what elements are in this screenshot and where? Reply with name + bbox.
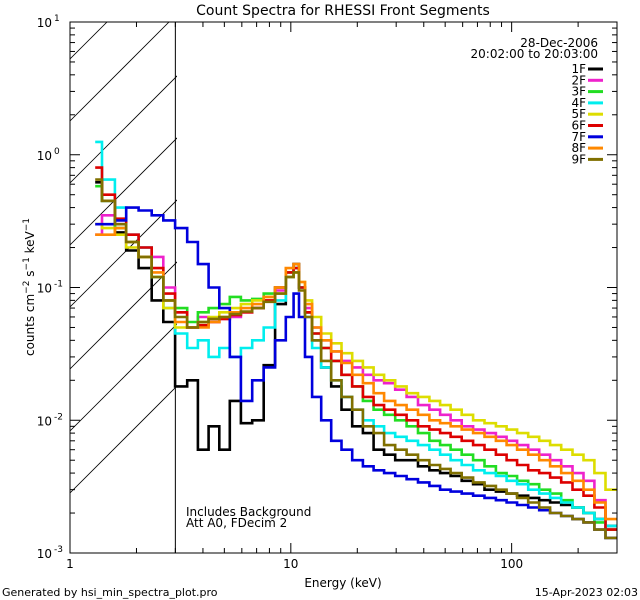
x-axis-label: Energy (keV) bbox=[304, 576, 381, 590]
series-7F bbox=[95, 206, 617, 540]
series-8F bbox=[95, 226, 617, 521]
x-tick-label: 10 bbox=[283, 557, 298, 571]
legend-label-8F: 8F bbox=[571, 141, 586, 155]
legend-label-6F: 6F bbox=[571, 119, 586, 133]
y-tick-exponent: -3 bbox=[54, 545, 63, 555]
y-tick-label: 10 bbox=[37, 16, 52, 30]
observation-date: 28-Dec-2006 bbox=[520, 36, 598, 50]
hatch-line bbox=[70, 199, 177, 308]
chart-title: Count Spectra for RHESSI Front Segments bbox=[196, 3, 490, 19]
y-tick-label: 10 bbox=[37, 547, 52, 561]
hatch-line bbox=[70, 261, 177, 370]
legend-label-2F: 2F bbox=[571, 73, 586, 87]
series-2F bbox=[95, 214, 617, 531]
observation-time-range: 20:02:00 to 20:03:00 bbox=[471, 47, 598, 61]
y-tick-label: 10 bbox=[37, 149, 52, 163]
x-tick-label: 1 bbox=[66, 557, 74, 571]
y-tick-exponent: 1 bbox=[54, 14, 60, 24]
y-tick-exponent: 0 bbox=[54, 147, 60, 157]
hatch-line bbox=[70, 75, 177, 184]
hatch-line bbox=[70, 323, 177, 432]
y-tick-label: 10 bbox=[37, 414, 52, 428]
annotation-attenuator: Att A0, FDecim 2 bbox=[186, 516, 287, 530]
hatch-line bbox=[70, 22, 170, 122]
series-1F bbox=[95, 181, 617, 528]
x-tick-label: 100 bbox=[500, 557, 523, 571]
series-3F bbox=[95, 184, 617, 531]
legend-label-5F: 5F bbox=[571, 107, 586, 121]
y-tick-exponent: -2 bbox=[54, 412, 63, 422]
series-6F bbox=[95, 166, 617, 531]
legend-label-9F: 9F bbox=[571, 152, 586, 166]
annotation-background: Includes Background bbox=[186, 505, 311, 519]
series-4F bbox=[95, 140, 617, 528]
y-tick-exponent: -1 bbox=[54, 280, 63, 290]
footer-generated-by: Generated by hsi_min_spectra_plot.pro bbox=[2, 586, 218, 599]
footer-date: 15-Apr-2023 02:03 bbox=[535, 586, 638, 599]
y-axis-label: counts cm−2 s−1 keV−1 bbox=[22, 218, 37, 356]
y-tick-label: 10 bbox=[37, 282, 52, 296]
hatch-line bbox=[70, 385, 177, 494]
series-9F bbox=[95, 178, 617, 540]
hatch-line bbox=[70, 137, 177, 246]
legend-label-1F: 1F bbox=[571, 62, 586, 76]
legend-label-7F: 7F bbox=[571, 130, 586, 144]
legend-label-4F: 4F bbox=[571, 96, 586, 110]
legend-label-3F: 3F bbox=[571, 85, 586, 99]
